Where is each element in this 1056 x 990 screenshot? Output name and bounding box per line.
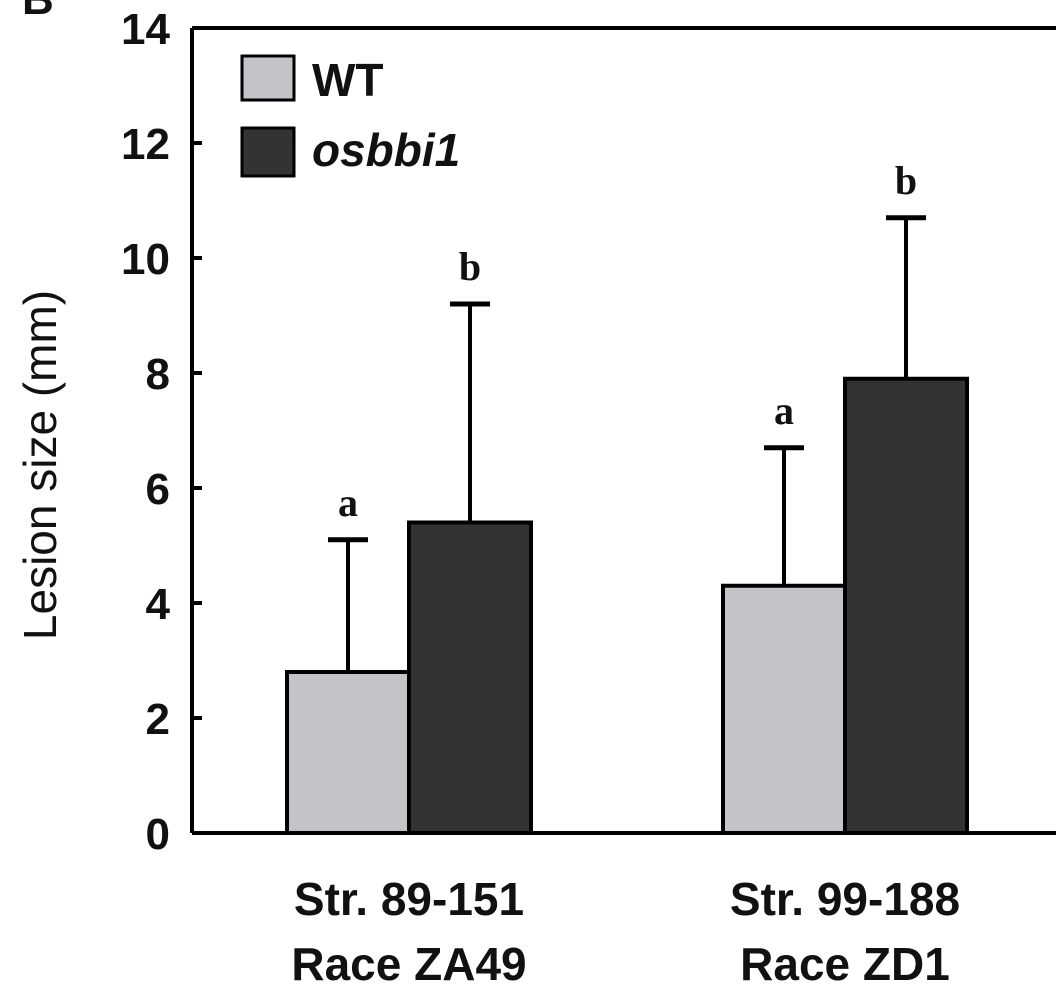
x-category-label: Race ZD1 (740, 938, 950, 990)
y-tick-label: 12 (121, 120, 170, 169)
y-tick-label: 0 (146, 810, 170, 859)
bar-osbbi1 (407, 520, 533, 835)
significance-label: b (895, 158, 917, 203)
y-tick-label: 8 (146, 350, 170, 399)
significance-label: a (338, 480, 358, 525)
significance-label: b (459, 244, 481, 289)
y-tick-label: 2 (146, 695, 170, 744)
plot-area: 0 2 4 6 8 10 12 14 a a b b Str. 89-151 Race ZA49 Str. … (121, 5, 1056, 990)
significance-label: a (774, 388, 794, 433)
y-tick-label: 14 (121, 5, 170, 54)
bar-wt (285, 670, 411, 835)
legend-swatch-osbbi1 (240, 126, 296, 178)
bar-osbbi1 (843, 376, 969, 835)
y-tick-label: 10 (121, 235, 170, 284)
bar-wt (721, 583, 847, 835)
y-axis-label: Lesion size (mm) (14, 290, 66, 640)
x-category-label: Str. 99-188 (730, 873, 960, 925)
x-category-label: Str. 89-151 (294, 873, 524, 925)
legend-label-osbbi1: osbbi1 (312, 124, 460, 176)
y-tick-label: 6 (146, 465, 170, 514)
legend-label-wt: WT (312, 54, 384, 106)
x-category-label: Race ZA49 (291, 938, 526, 990)
legend-swatch-wt (240, 54, 296, 102)
legend: WT osbbi1 (240, 54, 460, 178)
panel-label: B (22, 0, 54, 24)
y-tick-label: 4 (146, 580, 171, 629)
